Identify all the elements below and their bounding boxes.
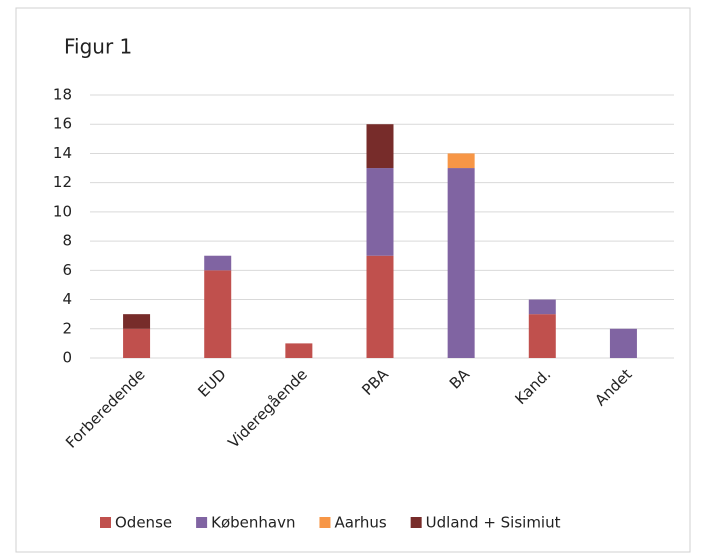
- y-tick-label: 0: [62, 349, 72, 367]
- bar-segment: [366, 168, 394, 256]
- bar-segment: [204, 270, 232, 358]
- y-tick-label: 10: [53, 202, 72, 220]
- y-tick-label: 16: [53, 115, 72, 133]
- legend-label: Aarhus: [334, 514, 386, 532]
- bar-segment: [528, 314, 556, 358]
- bar-segment: [528, 299, 556, 315]
- bar-segment: [123, 328, 151, 358]
- y-tick-label: 2: [62, 319, 72, 337]
- legend-swatch: [196, 517, 208, 528]
- chart-title: Figur 1: [64, 35, 132, 59]
- legend-label: Udland + Sisimiut: [426, 514, 561, 532]
- bar-segment: [447, 153, 475, 169]
- legend-swatch: [410, 517, 422, 528]
- legend-swatch: [100, 517, 111, 528]
- bar-segment: [366, 255, 394, 358]
- bar-segment: [366, 124, 394, 169]
- y-tick-label: 6: [62, 261, 72, 279]
- bar-segment: [123, 314, 151, 329]
- chart-border: [15, 7, 691, 553]
- bar-segment: [447, 168, 475, 358]
- y-tick-label: 14: [53, 144, 72, 162]
- bar-segment: [285, 343, 313, 358]
- y-tick-label: 12: [53, 173, 72, 191]
- y-tick-label: 4: [62, 290, 72, 308]
- bar-segment: [204, 255, 232, 271]
- legend-label: Odense: [115, 514, 172, 532]
- bar-segment: [609, 328, 637, 358]
- y-tick-label: 8: [62, 232, 72, 250]
- legend-label: København: [211, 514, 295, 532]
- legend-swatch: [319, 517, 331, 528]
- y-tick-label: 18: [53, 86, 72, 104]
